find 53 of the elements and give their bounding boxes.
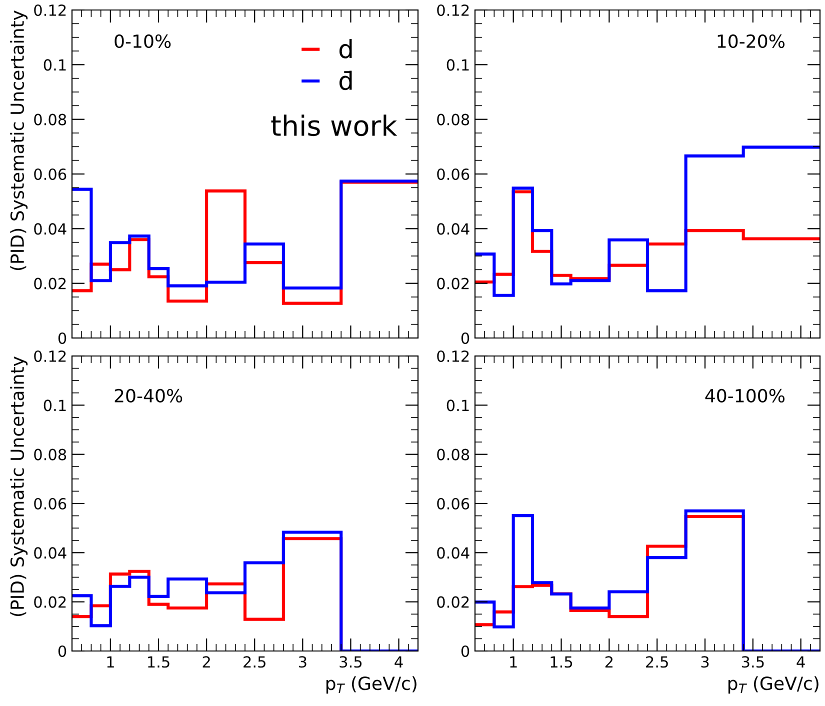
y-tick-label: 0 — [58, 645, 66, 658]
x-tick-label: 2.5 — [646, 656, 668, 668]
y-tick-label: 0 — [58, 332, 66, 344]
y-axis-title: (PID) Systematic Uncertainty — [10, 10, 28, 270]
annotation: 20-40% — [114, 388, 182, 403]
x-tick-label: 3 — [701, 656, 709, 668]
y-tick-label: 0.1 — [44, 59, 66, 71]
x-tick-label: 1.5 — [550, 656, 572, 668]
annotation: this work — [271, 114, 398, 136]
annotation: 10-20% — [718, 34, 785, 48]
y-tick-label: 0.06 — [34, 498, 66, 510]
x-tick-label: 3.5 — [340, 656, 362, 668]
x-tick-label: 2 — [605, 656, 612, 668]
y-tick-label: 0.06 — [437, 498, 470, 510]
x-tick-label: 2.5 — [244, 656, 266, 668]
x-axis-title: p$_{T}$ (GeV/c) — [728, 676, 818, 694]
y-tick-label: 0.1 — [446, 400, 469, 412]
y-tick-label: 0.12 — [34, 4, 66, 16]
y-tick-label: 0.02 — [34, 278, 66, 290]
x-tick-label: 3 — [298, 656, 306, 668]
y-axis-title: (PID) Systematic Uncertainty — [10, 356, 28, 616]
x-tick-label: 4 — [796, 656, 805, 668]
annotation: 40-100% — [705, 388, 785, 403]
y-tick-label: 0.06 — [34, 168, 66, 180]
legend-label: d — [339, 39, 352, 58]
x-tick-label: 1 — [510, 656, 517, 668]
y-tick-label: 0 — [461, 645, 470, 658]
y-tick-label: 0.08 — [34, 448, 66, 460]
y-tick-label: 0.04 — [437, 223, 470, 235]
y-tick-label: 0.02 — [34, 596, 66, 608]
y-tick-label: 0.08 — [437, 114, 470, 126]
x-tick-label: 3.5 — [742, 656, 764, 668]
x-tick-label: 1.5 — [148, 656, 170, 668]
legend-label: d̄ — [339, 70, 352, 90]
y-tick-label: 0.12 — [437, 350, 469, 362]
x-tick-label: 4 — [394, 656, 403, 668]
y-tick-label: 0.08 — [437, 448, 470, 460]
y-tick-label: 0.1 — [446, 59, 469, 71]
x-tick-label: 2 — [202, 656, 210, 668]
annotation: 0-10% — [114, 34, 171, 48]
y-tick-label: 0.1 — [44, 400, 66, 412]
x-axis-title: p$_{T}$ (GeV/c) — [326, 676, 416, 694]
y-tick-label: 0.04 — [34, 547, 66, 559]
y-tick-label: 0.04 — [34, 223, 66, 235]
y-tick-label: 0.06 — [437, 168, 470, 180]
y-tick-label: 0.08 — [34, 114, 66, 126]
y-tick-label: 0 — [461, 332, 470, 344]
x-tick-label: 1 — [107, 656, 114, 668]
y-tick-label: 0.02 — [437, 596, 469, 608]
y-tick-label: 0.04 — [437, 547, 470, 559]
y-tick-label: 0.12 — [34, 350, 66, 362]
y-tick-label: 0.12 — [437, 4, 469, 16]
y-tick-label: 0.02 — [437, 278, 469, 290]
